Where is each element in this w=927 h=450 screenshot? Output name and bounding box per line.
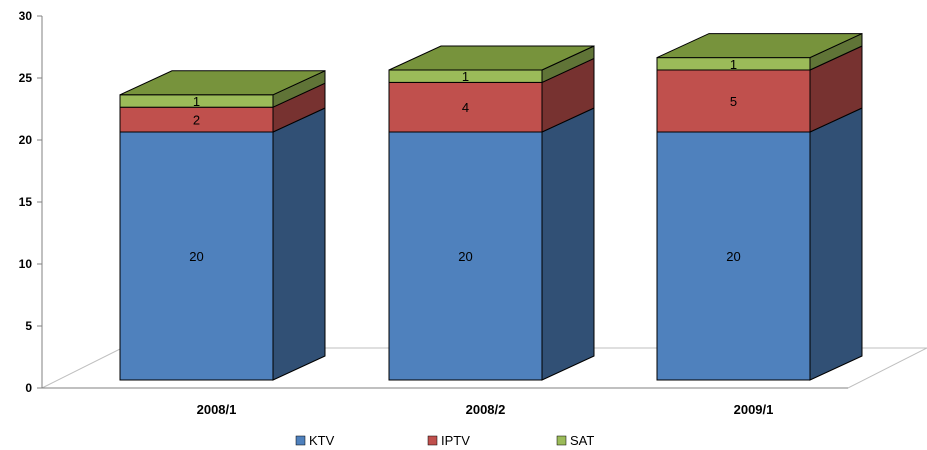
y-tick-label: 30 [19,9,33,23]
data-label-iptv-2: 5 [730,94,737,109]
bar-ktv-2 [656,131,811,381]
legend-swatch-iptv [427,435,438,446]
bar-iptv-0 [119,106,274,133]
x-tick-label-1: 2008/2 [466,402,506,417]
data-label-iptv-1: 4 [462,100,469,115]
y-tick-label: 10 [19,257,33,271]
bar-top-1 [388,45,595,71]
x-tick-label-2: 2009/1 [734,402,774,417]
y-tick-label: 0 [25,381,32,395]
bar-side-ktv-0 [272,107,326,381]
bar-iptv-2 [656,69,811,133]
legend-label-ktv: KTV [309,433,335,448]
y-tick-label: 20 [19,133,33,147]
bar-top-2 [656,33,863,59]
data-label-sat-1: 1 [462,69,469,84]
data-label-ktv-0: 20 [189,249,203,264]
bar-top-0 [119,70,326,96]
data-label-ktv-1: 20 [458,249,472,264]
bar-ktv-0 [119,131,274,381]
legend-label-sat: SAT [570,433,594,448]
data-label-sat-2: 1 [730,57,737,72]
bar-side-ktv-1 [541,107,595,381]
bar-side-ktv-2 [809,107,863,381]
bar-ktv-1 [388,131,543,381]
x-tick-label-0: 2008/1 [197,402,237,417]
y-tick-label: 15 [19,195,33,209]
legend-swatch-ktv [295,435,306,446]
data-label-iptv-0: 2 [193,113,200,128]
data-label-ktv-2: 20 [726,249,740,264]
y-tick-label: 25 [19,71,33,85]
legend-swatch-sat [556,435,567,446]
data-label-sat-0: 1 [193,94,200,109]
y-tick-label: 5 [25,319,32,333]
legend-label-iptv: IPTV [441,433,470,448]
